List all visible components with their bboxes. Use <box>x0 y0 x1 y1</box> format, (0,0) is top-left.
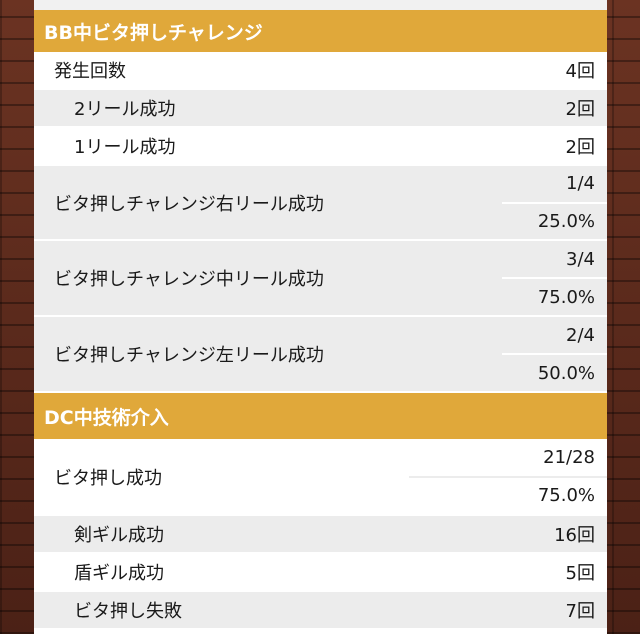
row-label: 2リール成功 <box>74 99 176 120</box>
row-value: 2回 <box>565 137 595 158</box>
row-center-reel: ビタ押しチャレンジ中リール成功 3/4 75.0% <box>34 241 607 317</box>
row-percent: 75.0% <box>537 485 595 507</box>
row-label: 盾ギル成功 <box>74 563 164 584</box>
row-fraction: 21/28 <box>409 439 607 478</box>
top-strip <box>34 0 607 10</box>
row-percent: 25.0% <box>537 210 595 232</box>
row-right-reel: ビタ押しチャレンジ右リール成功 1/4 25.0% <box>34 166 607 241</box>
row-fail: ビタ押し失敗 7回 <box>34 592 607 630</box>
row-bita-success: ビタ押し成功 21/28 75.0% <box>34 439 607 516</box>
row-label: ビタ押しチャレンジ左リール成功 <box>54 345 324 366</box>
row-percent: 50.0% <box>537 362 595 384</box>
stats-panel: BB中ビタ押しチャレンジ 発生回数 4回 2リール成功 2回 1リール成功 2回… <box>34 0 607 634</box>
section-header-dc-tech: DC中技術介入 <box>34 393 607 439</box>
row-value: 16回 <box>554 525 595 546</box>
row-value: 4回 <box>565 61 595 82</box>
row-label: 発生回数 <box>54 61 126 82</box>
row-percent: 75.0% <box>537 286 595 308</box>
row-value: 5回 <box>565 563 595 584</box>
row-fraction: 3/4 <box>502 241 607 279</box>
row-value: 7回 <box>565 601 595 622</box>
row-fraction: 2/4 <box>502 317 607 355</box>
section-title: DC中技術介入 <box>44 406 169 429</box>
row-value: 2回 <box>565 99 595 120</box>
row-1reel: 1リール成功 2回 <box>34 128 607 166</box>
row-label: ビタ押し失敗 <box>74 601 182 622</box>
row-hassei: 発生回数 4回 <box>34 52 607 90</box>
row-left-reel: ビタ押しチャレンジ左リール成功 2/4 50.0% <box>34 317 607 393</box>
row-tate: 盾ギル成功 5回 <box>34 554 607 592</box>
row-label: ビタ押しチャレンジ右リール成功 <box>54 193 324 215</box>
row-2reel: 2リール成功 2回 <box>34 90 607 128</box>
row-label: 剣ギル成功 <box>74 525 164 546</box>
row-label: 1リール成功 <box>74 137 176 158</box>
section-title: BB中ビタ押しチャレンジ <box>44 21 263 44</box>
row-label: ビタ押しチャレンジ中リール成功 <box>54 269 324 290</box>
section-header-bb-challenge: BB中ビタ押しチャレンジ <box>34 10 607 52</box>
row-fraction: 1/4 <box>502 166 607 204</box>
row-label: ビタ押し成功 <box>54 467 162 489</box>
row-ken: 剣ギル成功 16回 <box>34 516 607 554</box>
